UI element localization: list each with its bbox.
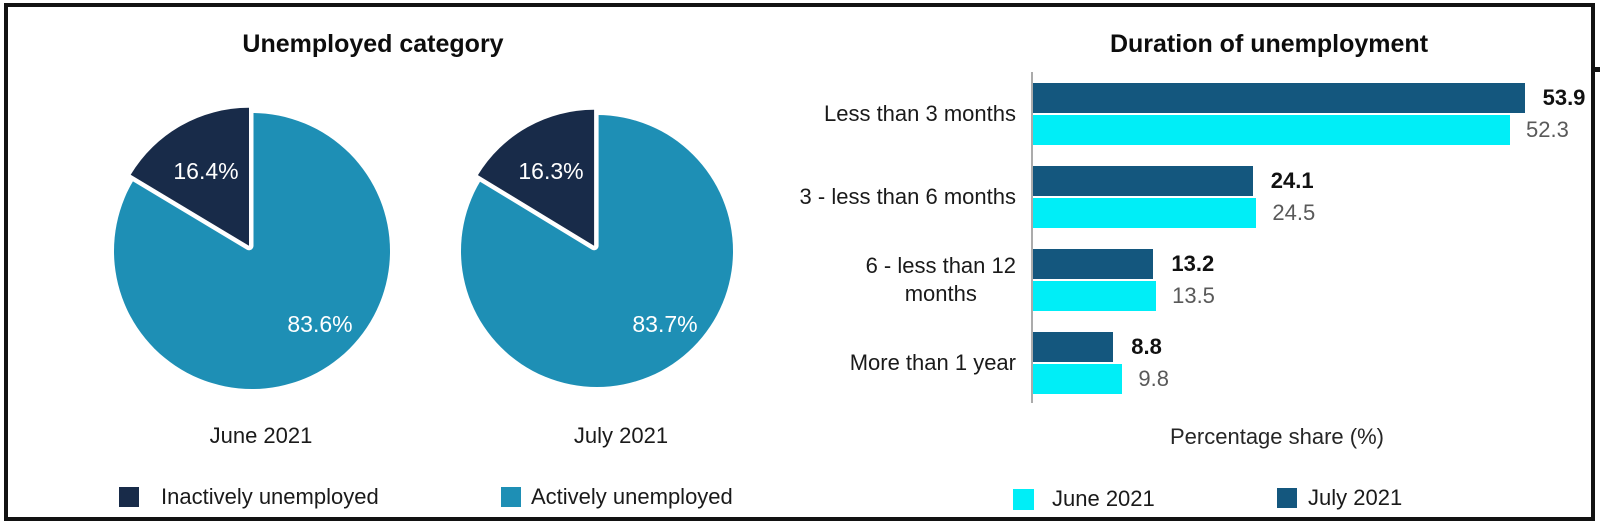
pie-caption-july: July 2021 (573, 423, 669, 448)
legend-swatch-teal (501, 487, 521, 507)
pie-charts-canvas: 16.4% 83.6% 16.3% 83.7% (114, 103, 733, 389)
bar-july-2021 (1033, 166, 1253, 196)
legend-swatch-dark-blue (1277, 488, 1297, 508)
bar-value-label: 53.9 (1542, 85, 1586, 110)
legend-swatch-cyan (1013, 488, 1034, 510)
bar-june-2021 (1033, 281, 1157, 311)
bar-value-label: 8.8 (1131, 334, 1162, 359)
legend-label: July 2021 (1308, 485, 1403, 510)
bar-value-label: 13.2 (1171, 251, 1215, 276)
legend-label: June 2021 (1052, 486, 1155, 511)
legend-item-july-2021: July 2021 (1277, 485, 1402, 511)
bar-june-2021 (1033, 115, 1510, 145)
pie-caption-june: June 2021 (209, 423, 313, 448)
category-label: 3 - less than 6 months (799, 184, 1016, 210)
y-axis-line (1031, 72, 1033, 403)
bar-july-2021 (1033, 249, 1154, 279)
legend-swatch-navy (119, 487, 139, 507)
bar-july-2021 (1033, 332, 1114, 362)
pie-inactive-slice (477, 109, 595, 246)
bar-value-label: 52.3 (1526, 117, 1569, 142)
legend-item-june-2021: June 2021 (1013, 486, 1155, 512)
legend-item-inactively-unemployed: Inactively unemployed (119, 484, 379, 510)
pie-slice-label: 16.4% (173, 158, 238, 184)
legend-label: Inactively unemployed (161, 484, 379, 509)
pie-chart-title: Unemployed category (242, 30, 504, 58)
legend-label: Actively unemployed (531, 484, 733, 509)
border-tick-mark (1591, 67, 1600, 72)
bar-value-label: 13.5 (1172, 283, 1215, 308)
pie-inactive-slice (130, 107, 249, 246)
bar-value-label: 24.5 (1272, 200, 1316, 225)
legend-item-actively-unemployed: Actively unemployed (501, 484, 733, 510)
category-label: 6 - less than 12 months (865, 253, 1016, 306)
pie-slice-label: 16.3% (518, 158, 583, 184)
bar-value-label: 24.1 (1270, 168, 1314, 193)
bar-chart-title: Duration of unemployment (1109, 30, 1429, 58)
category-label: More than 1 year (849, 350, 1016, 376)
bar-july-2021 (1033, 83, 1525, 113)
category-label: Less than 3 months (823, 101, 1016, 127)
bar-june-2021 (1033, 364, 1123, 394)
x-axis-label: Percentage share (%) (1170, 424, 1384, 449)
bar-value-label: 9.8 (1138, 366, 1169, 391)
pie-slice-label: 83.6% (287, 311, 352, 337)
bar-june-2021 (1033, 198, 1257, 228)
pie-slice-label: 83.7% (632, 311, 697, 337)
